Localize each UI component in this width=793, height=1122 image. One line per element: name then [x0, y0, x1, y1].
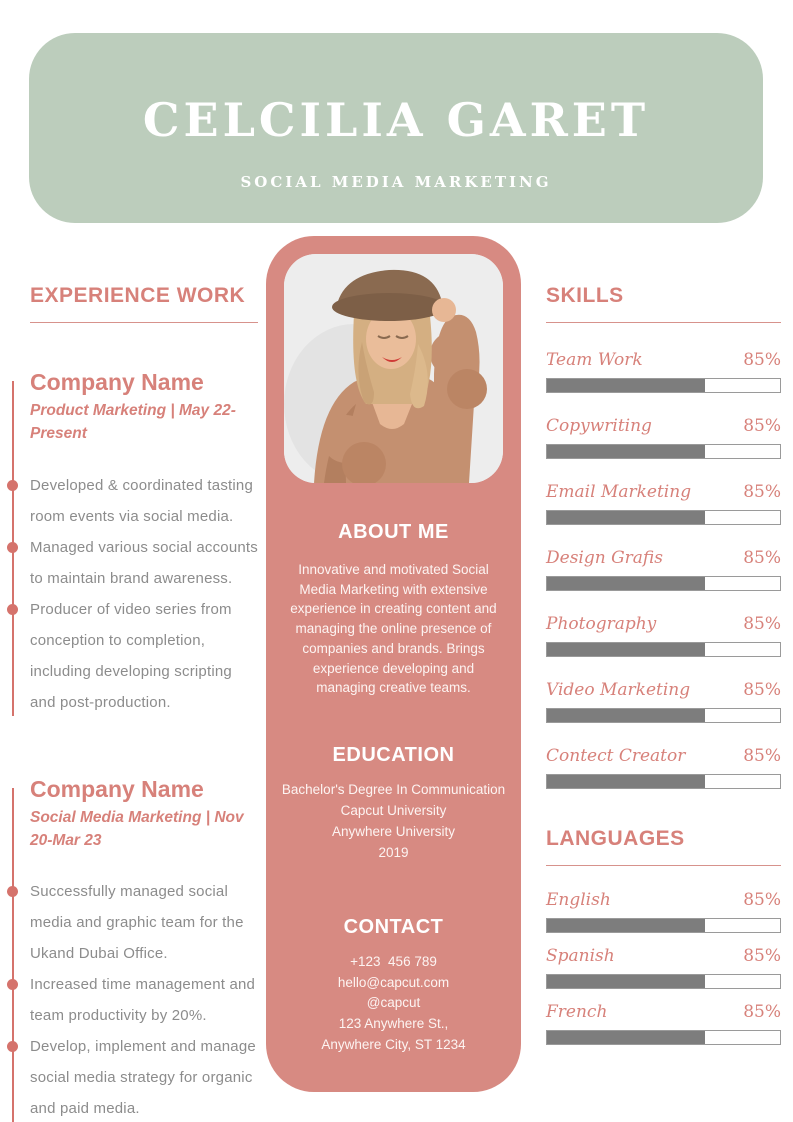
language-bar-fill: [547, 1031, 706, 1044]
language-row: French 85%: [546, 1002, 781, 1045]
skill-percent: 85%: [743, 680, 781, 700]
language-row: English 85%: [546, 890, 781, 933]
skill-bar-fill: [547, 511, 706, 524]
skill-row: Contect Creator 85%: [546, 746, 781, 789]
skill-percent: 85%: [743, 614, 781, 634]
skill-bar: [546, 378, 781, 393]
skill-label: Design Grafis: [546, 548, 663, 568]
skill-bar-fill: [547, 775, 706, 788]
language-bar-fill: [547, 975, 706, 988]
company-meta: Product Marketing | May 22-Present: [30, 402, 236, 443]
company-name: Company Name: [30, 369, 204, 395]
language-label: Spanish: [546, 946, 615, 966]
languages-list: English 85% Spanish 85% French 85%: [546, 890, 781, 1045]
skills-heading: SKILLS: [546, 284, 624, 307]
experience-bullet-list: Developed & coordinated tasting room eve…: [7, 470, 258, 718]
experience-section: EXPERIENCE WORK Company Name Product Mar…: [7, 284, 258, 1122]
skill-bar: [546, 774, 781, 789]
language-percent: 85%: [743, 890, 781, 910]
experience-bullet-list: Successfully managed social media and gr…: [7, 876, 258, 1122]
experience-entry: Company Name Social Media Marketing | No…: [7, 775, 258, 1122]
person-name: CELCILIA GARET: [142, 93, 650, 147]
skill-label: Contect Creator: [546, 746, 686, 766]
experience-bullet: Developed & coordinated tasting room eve…: [7, 470, 258, 532]
education-university: Anywhere University: [331, 823, 456, 839]
skills-section: SKILLS Team Work 85% Copywriting 85% Ema…: [546, 284, 781, 1058]
education-heading: EDUCATION: [332, 743, 455, 766]
skills-divider: [546, 322, 781, 323]
education-lines: Bachelor's Degree In Communication Capcu…: [276, 780, 511, 864]
skill-bar-fill: [547, 643, 706, 656]
about-text: Innovative and motivated Social Media Ma…: [290, 562, 497, 696]
contact-city: Anywhere City, ST 1234: [321, 1037, 466, 1053]
language-label: English: [546, 890, 611, 910]
language-row: Spanish 85%: [546, 946, 781, 989]
skill-label: Team Work: [546, 350, 643, 370]
language-bar: [546, 974, 781, 989]
contact-email: hello@capcut.com: [337, 974, 450, 990]
experience-bullet: Successfully managed social media and gr…: [7, 876, 258, 969]
contact-heading: CONTACT: [343, 915, 444, 938]
skill-bar-fill: [547, 445, 706, 458]
skills-list: Team Work 85% Copywriting 85% Email Mark…: [546, 350, 781, 789]
company-meta: Social Media Marketing | Nov 20-Mar 23: [30, 808, 244, 849]
language-bar: [546, 1030, 781, 1045]
job-title: SOCIAL MEDIA MARKETING: [240, 173, 552, 191]
profile-panel: ABOUT ME Innovative and motivated Social…: [266, 236, 521, 1092]
experience-bullet: Increased time management and team produ…: [7, 969, 258, 1031]
contact-phone: +123 456 789: [350, 953, 437, 969]
skill-bar: [546, 510, 781, 525]
skill-bar: [546, 642, 781, 657]
skill-row: Copywriting 85%: [546, 416, 781, 459]
experience-bullet: Develop, implement and manage social med…: [7, 1031, 258, 1122]
experience-bullet: Producer of video series from conception…: [7, 594, 258, 718]
education-university: Capcut University: [340, 802, 447, 818]
skill-bar-fill: [547, 577, 706, 590]
company-name: Company Name: [30, 775, 204, 802]
languages-heading: LANGUAGES: [546, 827, 685, 850]
profile-photo: [284, 254, 503, 483]
education-degree: Bachelor's Degree In Communication: [281, 781, 506, 797]
languages-divider: [546, 865, 781, 866]
skill-row: Design Grafis 85%: [546, 548, 781, 591]
language-label: French: [546, 1002, 608, 1022]
skill-row: Photography 85%: [546, 614, 781, 657]
skill-percent: 85%: [743, 746, 781, 766]
experience-heading: EXPERIENCE WORK: [30, 284, 246, 307]
skill-bar-fill: [547, 379, 706, 392]
header-banner: CELCILIA GARET SOCIAL MEDIA MARKETING: [29, 33, 763, 223]
skill-label: Copywriting: [546, 416, 652, 436]
timeline-line: [12, 787, 14, 1122]
skill-bar: [546, 576, 781, 591]
contact-lines: +123 456 789 hello@capcut.com @capcut 12…: [276, 952, 511, 1057]
skill-row: Video Marketing 85%: [546, 680, 781, 723]
language-percent: 85%: [743, 1002, 781, 1022]
portrait-illustration: [284, 254, 503, 483]
experience-divider: [30, 322, 258, 323]
education-year: 2019: [378, 844, 409, 860]
skill-bar: [546, 444, 781, 459]
experience-entry: Company Name Product Marketing | May 22-…: [7, 369, 258, 718]
skill-percent: 85%: [743, 482, 781, 502]
skill-percent: 85%: [743, 416, 781, 436]
skill-bar: [546, 708, 781, 723]
skill-percent: 85%: [743, 350, 781, 370]
about-heading: ABOUT ME: [338, 521, 449, 543]
skill-label: Email Marketing: [546, 482, 692, 502]
contact-address: 123 Anywhere St.,: [338, 1016, 449, 1032]
language-bar: [546, 918, 781, 933]
skill-row: Team Work 85%: [546, 350, 781, 393]
skill-label: Video Marketing: [546, 680, 691, 700]
experience-bullet: Managed various social accounts to maint…: [7, 532, 258, 594]
skill-bar-fill: [547, 709, 706, 722]
language-bar-fill: [547, 919, 706, 932]
skill-row: Email Marketing 85%: [546, 482, 781, 525]
language-percent: 85%: [743, 946, 781, 966]
contact-handle: @capcut: [366, 995, 421, 1011]
skill-percent: 85%: [743, 548, 781, 568]
skill-label: Photography: [546, 614, 657, 634]
